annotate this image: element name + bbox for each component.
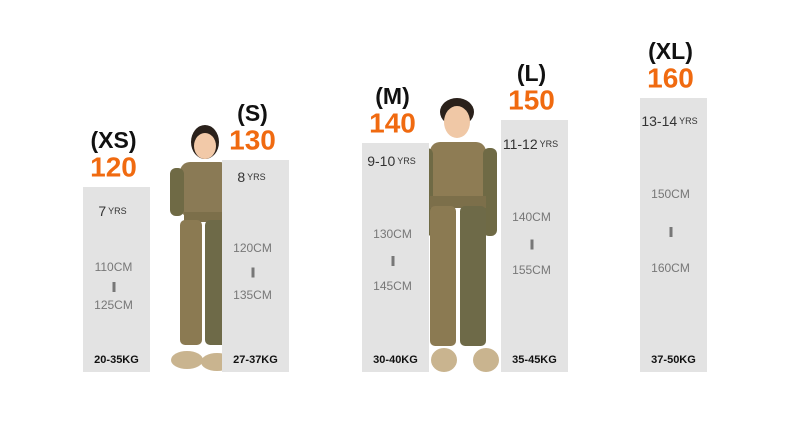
size-height: 150 — [508, 84, 555, 115]
age: 9-10 YRS — [367, 153, 416, 169]
range-divider — [251, 267, 255, 278]
size-label: (XS) — [91, 127, 137, 153]
weight: 27-37KG — [233, 354, 278, 366]
child-photo-boy — [419, 98, 499, 372]
weight: 20-35KG — [94, 354, 139, 366]
size-label: (S) — [237, 100, 268, 126]
age-value: 11-12 — [503, 136, 538, 152]
age: 7 YRS — [98, 203, 126, 219]
size-column: (M)140 9-10 YRS 130CM 145CM 30-40KG — [362, 83, 429, 372]
height-to: 135CM — [233, 288, 272, 302]
size-height: 120 — [90, 151, 137, 182]
height-to: 160CM — [651, 261, 690, 275]
size-column: (XL)160 13-14 YRS 150CM 160CM 37-50KG — [640, 38, 707, 372]
height-from: 140CM — [512, 210, 551, 224]
size-bar — [83, 187, 150, 372]
size-column: (L)150 11-12 YRS 140CM 155CM 35-45KG — [501, 60, 568, 372]
weight: 35-45KG — [512, 354, 557, 366]
height-from: 130CM — [373, 227, 412, 241]
size-column: (XS)120 7 YRS 110CM 125CM 20-35KG — [83, 127, 150, 372]
age: 8 YRS — [237, 169, 265, 185]
height-from: 110CM — [95, 260, 133, 274]
size-height: 130 — [229, 124, 276, 155]
range-divider — [391, 256, 395, 266]
age-value: 13-14 — [641, 113, 677, 129]
range-divider — [669, 227, 673, 237]
child-photo-girl — [170, 125, 238, 371]
size-label: (M) — [375, 83, 409, 109]
size-bar — [640, 98, 707, 372]
age-unit: YRS — [679, 116, 698, 126]
age-value: 7 — [98, 203, 106, 219]
height-from: 150CM — [651, 187, 690, 201]
height-from: 120CM — [233, 241, 272, 255]
age-unit: YRS — [397, 156, 416, 166]
age-unit: YRS — [247, 172, 266, 182]
size-height: 140 — [369, 107, 416, 138]
age-value: 9-10 — [367, 153, 395, 169]
height-to: 145CM — [373, 279, 412, 293]
size-column: (S)130 8 YRS 120CM 135CM 27-37KG — [222, 100, 289, 372]
size-bar — [362, 143, 429, 372]
age-unit: YRS — [540, 139, 559, 149]
size-height: 160 — [647, 62, 694, 93]
size-bar — [501, 120, 568, 372]
size-bar — [222, 160, 289, 372]
height-to: 155CM — [512, 263, 551, 277]
height-to: 125CM — [94, 298, 133, 312]
size-label: (XL) — [648, 38, 693, 64]
weight: 30-40KG — [373, 354, 418, 366]
age: 11-12 YRS — [503, 136, 558, 152]
size-label: (L) — [517, 60, 546, 86]
range-divider — [112, 282, 116, 292]
range-divider — [530, 239, 534, 250]
age: 13-14 YRS — [641, 113, 697, 129]
weight: 37-50KG — [651, 354, 696, 366]
age-unit: YRS — [108, 206, 127, 216]
age-value: 8 — [237, 169, 245, 185]
